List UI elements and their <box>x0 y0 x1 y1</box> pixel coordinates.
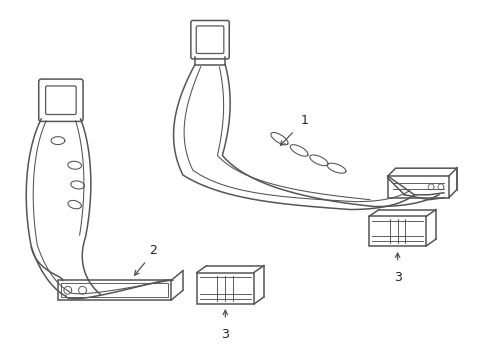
Text: 1: 1 <box>301 114 309 127</box>
Text: 3: 3 <box>221 328 229 341</box>
Text: 3: 3 <box>393 271 401 284</box>
FancyBboxPatch shape <box>191 21 229 59</box>
FancyBboxPatch shape <box>39 79 83 121</box>
FancyBboxPatch shape <box>196 26 224 54</box>
Text: 2: 2 <box>149 244 157 257</box>
FancyBboxPatch shape <box>46 86 76 114</box>
Bar <box>369 216 426 246</box>
Bar <box>61 283 168 297</box>
Bar <box>58 280 171 300</box>
Bar <box>388 176 449 198</box>
Bar <box>197 273 254 304</box>
